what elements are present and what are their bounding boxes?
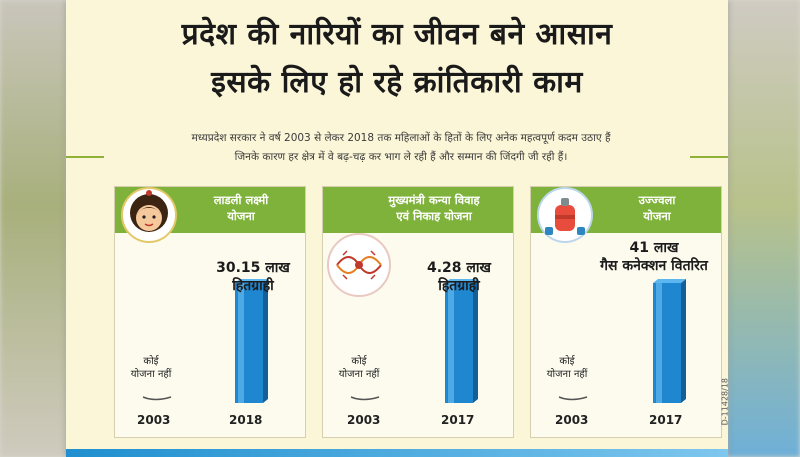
no-scheme-label: कोई योजना नहीं: [119, 355, 183, 381]
value-label-line: 41 लाख: [629, 240, 679, 256]
bar-zero-marker: [142, 396, 172, 401]
bar: [653, 279, 686, 403]
no-scheme-label-line: योजना नहीं: [338, 369, 380, 380]
bar-chart-area: [142, 279, 268, 403]
value-label: 4.28 लाख हितग्राही: [399, 259, 519, 295]
poster-title-line1: प्रदेश की नारियों का जीवन बने आसान: [181, 17, 613, 52]
chart-panel-ladli-laxmi: लाडली लक्ष्मी योजना 30.15 लाख हितग्राही …: [114, 186, 306, 438]
x-tick-label: 2017: [649, 413, 683, 427]
value-label-line: 4.28 लाख: [427, 260, 491, 276]
infographic-poster: प्रदेश की नारियों का जीवन बने आसान इसके …: [66, 0, 729, 457]
background-right-blur: [728, 0, 800, 457]
no-scheme-label: कोई योजना नहीं: [327, 355, 391, 381]
no-scheme-label-line: कोई: [351, 356, 367, 367]
value-label-line: हितग्राही: [232, 278, 274, 294]
x-tick-label: 2003: [347, 413, 381, 427]
x-tick-label: 2003: [137, 413, 171, 427]
intro-text-line1: मध्यप्रदेश सरकार ने वर्ष 2003 से लेकर 20…: [191, 132, 611, 144]
value-label: 30.15 लाख हितग्राही: [193, 259, 313, 295]
x-tick-label: 2017: [441, 413, 475, 427]
girl-face-icon: [121, 187, 177, 243]
no-scheme-label-line: योजना नहीं: [130, 369, 172, 380]
intro-text-line2: जिनके कारण हर क्षेत्र में वे बढ़-चढ़ कर …: [234, 151, 568, 163]
panel-title: मुख्यमंत्री कन्या विवाह एवं निकाह योजना: [359, 192, 509, 224]
intro-rule-left: [66, 156, 104, 158]
x-tick-label: 2003: [555, 413, 589, 427]
background-left-blur: [0, 0, 66, 457]
bar: [235, 279, 268, 403]
panel-title-line: एवं निकाह योजना: [396, 209, 472, 223]
bar-chart-area: [350, 279, 478, 403]
x-tick-label: 2018: [229, 413, 263, 427]
no-scheme-label-line: कोई: [143, 356, 159, 367]
panel-title: उज्ज्वला योजना: [599, 192, 715, 224]
gas-cylinder-icon: [537, 187, 593, 243]
value-label-line: हितग्राही: [438, 278, 480, 294]
value-label-line: 30.15 लाख: [216, 260, 290, 276]
panel-title-line: मुख्यमंत्री कन्या विवाह: [388, 193, 480, 207]
wedding-knot-icon: [327, 233, 391, 297]
panel-title-line: उज्ज्वला: [638, 193, 676, 207]
no-scheme-label: कोई योजना नहीं: [535, 355, 599, 381]
intro-rule-right: [690, 156, 728, 158]
panel-title-line: योजना: [227, 209, 255, 223]
panel-title: लाडली लक्ष्मी योजना: [183, 192, 299, 224]
document-code: D-11428/18: [720, 378, 729, 426]
panel-title-line: योजना: [643, 209, 671, 223]
panel-header: मुख्यमंत्री कन्या विवाह एवं निकाह योजना: [323, 187, 513, 233]
chart-panel-ujjwala: उज्ज्वला योजना 41 लाख गैस कनेक्शन वितरित…: [530, 186, 722, 438]
chart-panel-kanya-vivah: मुख्यमंत्री कन्या विवाह एवं निकाह योजना …: [322, 186, 514, 438]
no-scheme-label-line: योजना नहीं: [546, 369, 588, 380]
poster-title-line2: इसके लिए हो रहे क्रांतिकारी काम: [211, 65, 583, 100]
panel-title-line: लाडली लक्ष्मी: [213, 193, 269, 207]
value-label: 41 लाख गैस कनेक्शन वितरित: [589, 239, 719, 275]
bar-zero-marker: [350, 396, 380, 401]
poster-bottom-band: [66, 449, 728, 457]
value-label-line: गैस कनेक्शन वितरित: [600, 258, 708, 274]
bar: [445, 279, 478, 403]
bar-chart-area: [558, 279, 686, 403]
no-scheme-label-line: कोई: [559, 356, 575, 367]
bar-zero-marker: [558, 396, 588, 401]
